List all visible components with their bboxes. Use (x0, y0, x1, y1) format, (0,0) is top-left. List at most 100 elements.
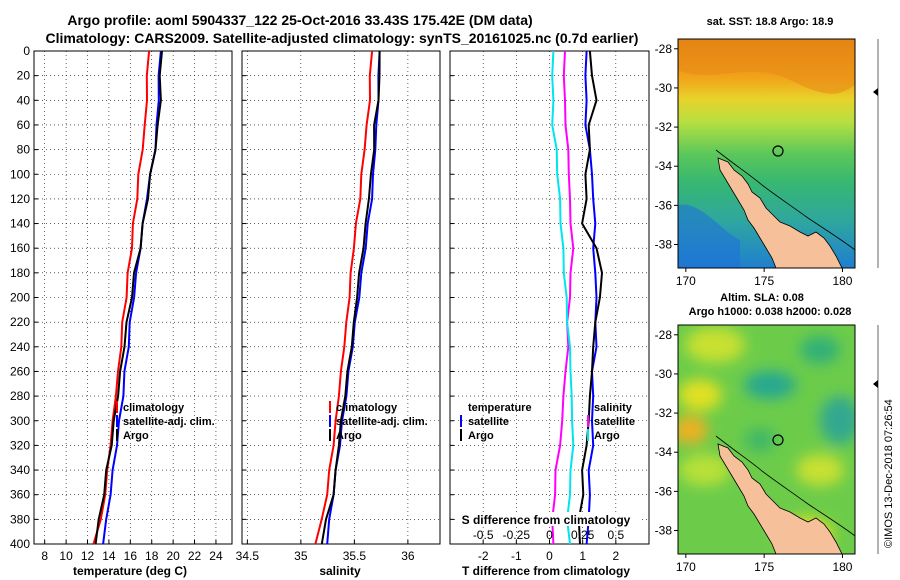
sla-blob (679, 454, 731, 486)
figure-title-line2: Climatology: CARS2009. Satellite-adjuste… (46, 30, 639, 46)
legend-s-argo-label: Argo (594, 430, 620, 442)
depth-tick-label: 180 (10, 266, 30, 280)
depth-tick-label: 160 (10, 241, 30, 255)
map-lat-tick-label: -28 (655, 328, 673, 342)
legend-climatology-label: climatology (336, 402, 398, 414)
depth-tick-label: 280 (10, 389, 30, 403)
map-lon-tick-label: 170 (676, 560, 696, 574)
sst-colorbar-marker (873, 88, 878, 96)
x-tick-label: 20 (166, 549, 180, 563)
temperature-axis-label: temperature (deg C) (73, 564, 187, 578)
legend-temperature-heading: temperature (468, 402, 532, 414)
sla-isobath-line (715, 435, 855, 537)
x-tick-label: 10 (59, 549, 73, 563)
sst-map (678, 39, 855, 268)
x-tick-label: 0 (546, 549, 553, 563)
map-lat-tick-label: -38 (655, 238, 673, 252)
temperature-series (92, 50, 163, 545)
s-difference-axis-label: S difference from climatology (462, 513, 631, 527)
depth-tick-label: 0 (23, 44, 30, 58)
sst-isobath-line (715, 149, 855, 251)
salinity-legend: climatology satellite-adj. clim. Argo (329, 401, 428, 442)
sla-lon-tick-labels: 170 175 180 (676, 554, 853, 574)
series-line-argo (94, 50, 163, 545)
x-tick-label: 12 (81, 549, 95, 563)
x-tick-label: 22 (188, 549, 202, 563)
map-lon-tick-label: 180 (832, 560, 852, 574)
salinity-gridlines (242, 50, 440, 545)
map-lat-tick-label: -36 (655, 484, 673, 498)
x-tick-label: 35.5 (343, 549, 367, 563)
depth-tick-label: 200 (10, 291, 30, 305)
salinity-x-tick-labels: 34.5 35 35.5 36 (236, 549, 415, 563)
sla-blob (800, 336, 840, 364)
series-line-argo (320, 50, 381, 545)
salinity-series (314, 50, 381, 545)
imos-watermark: ©IMOS 13-Dec-2018 07:26:54 (883, 399, 895, 548)
depth-tick-label: 20 (17, 69, 31, 83)
depth-tick-label: 80 (17, 143, 31, 157)
series-line-salinity-satellite (551, 50, 575, 545)
sst-lat-tick-labels: -28 -30 -32 -34 -36 -38 (655, 42, 678, 252)
map-lon-tick-label: 175 (754, 274, 774, 288)
depth-tick-label: 380 (10, 512, 30, 526)
legend-s-satellite-label: satellite (594, 416, 635, 428)
figure-title-line1: Argo profile: aoml 5904337_122 25-Oct-20… (67, 12, 532, 28)
map-lon-tick-label: 180 (832, 274, 852, 288)
map-lat-tick-label: -30 (655, 81, 673, 95)
depth-tick-label: 120 (10, 192, 30, 206)
map-lat-tick-label: -34 (655, 159, 673, 173)
s-difference-tick-label: 0 (546, 528, 553, 542)
sla-blob (678, 379, 722, 411)
x-tick-label: 16 (124, 549, 138, 563)
sla-land-new-zealand (717, 443, 843, 554)
sla-argo-location-marker (772, 434, 784, 446)
depth-tick-label: 360 (10, 488, 30, 502)
series-line-climatology (314, 50, 374, 545)
legend-climatology-label: climatology (123, 402, 185, 414)
sla-blob (744, 428, 776, 452)
x-tick-label: 36 (401, 549, 415, 563)
s-difference-tick-label: -0.25 (503, 528, 531, 542)
x-tick-label: -2 (478, 549, 489, 563)
sst-land-new-zealand (717, 157, 843, 268)
legend-argo-label: Argo (336, 430, 362, 442)
depth-tick-label: 140 (10, 217, 30, 231)
sst-cold-patch (678, 204, 740, 268)
depth-tick-label: 400 (10, 537, 30, 551)
difference-gridlines (450, 50, 649, 545)
depth-tick-labels: 0 20 40 60 80 100 120 140 160 180 200 220 240 260 280 3… (10, 44, 30, 551)
s-difference-label-bg (455, 512, 640, 526)
sst-warm-band (678, 39, 855, 94)
depth-tick-label: 60 (17, 118, 31, 132)
sla-map-frame (677, 324, 856, 555)
sla-blob (796, 454, 844, 486)
salinity-difference-x-tick-labels: -0.5 -0.25 0 0.25 0.5 (473, 528, 625, 542)
s-difference-tick-label: -0.5 (473, 528, 494, 542)
sla-map (678, 325, 855, 554)
series-line-temperature-satellite (584, 50, 598, 545)
x-tick-label: 8 (41, 549, 48, 563)
series-line-temperature-argo (577, 50, 603, 545)
difference-panel-frame (449, 50, 650, 545)
x-tick-label: 34.5 (236, 549, 260, 563)
depth-tick-label: 40 (17, 93, 31, 107)
sla-map-title: Altim. SLA: 0.08 (720, 292, 804, 304)
map-lat-tick-label: -38 (655, 524, 673, 538)
sla-anomaly-blobs (678, 327, 855, 553)
x-tick-label: 18 (145, 549, 159, 563)
t-difference-axis-label: T difference from climatology (462, 564, 630, 578)
map-lat-tick-label: -32 (655, 406, 673, 420)
map-lat-tick-label: -32 (655, 120, 673, 134)
sla-blob (820, 396, 855, 444)
sla-blob (678, 416, 708, 444)
legend-satellite-label: satellite-adj. clim. (336, 416, 428, 428)
sst-map-title: sat. SST: 18.8 Argo: 18.9 (707, 16, 834, 28)
sla-blob (685, 327, 745, 363)
temperature-gridlines (34, 50, 232, 545)
legend-satellite-label: satellite-adj. clim. (123, 416, 215, 428)
difference-legend: temperature satellite Argo salinity sate… (460, 402, 635, 442)
series-line-climatology (92, 50, 151, 545)
depth-tick-label: 300 (10, 414, 30, 428)
